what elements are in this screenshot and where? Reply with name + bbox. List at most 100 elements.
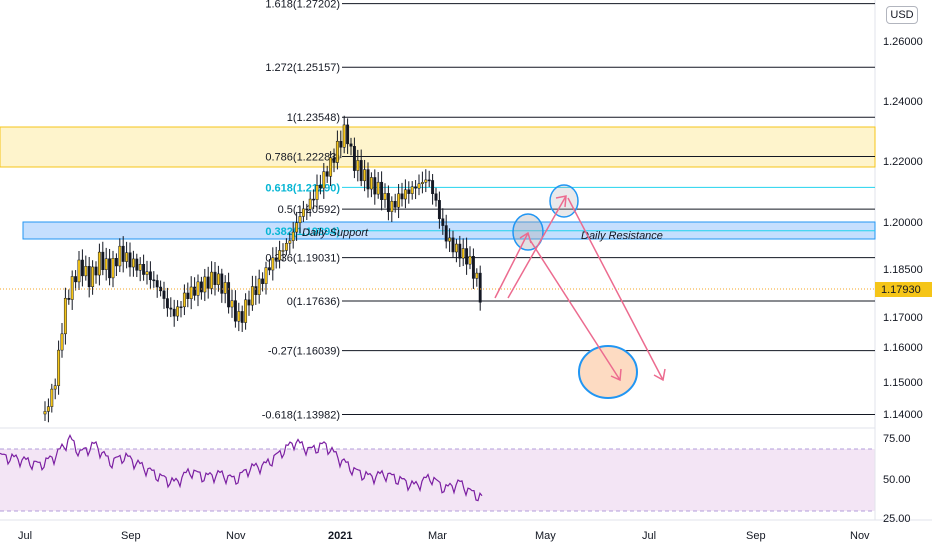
candle-body — [431, 180, 435, 194]
candle-body — [250, 286, 254, 306]
candle-body — [363, 169, 367, 182]
fib-level-label: 1(1.23548) — [287, 112, 340, 124]
candle-body — [169, 307, 173, 310]
candle-body — [380, 181, 384, 200]
candle-body — [444, 225, 448, 242]
rsi-tick: 25.00 — [883, 513, 911, 525]
candle-body — [244, 299, 248, 323]
candle-body — [179, 306, 183, 309]
candle-body — [356, 160, 360, 171]
candle-body — [322, 171, 326, 189]
candle-body — [278, 250, 282, 261]
rsi-line — [0, 433, 483, 502]
candle-body — [220, 273, 224, 294]
candle-body — [342, 124, 346, 148]
time-tick-year: 2021 — [328, 530, 352, 542]
time-tick: Jul — [642, 530, 656, 542]
fib-level-label: 0.5(1.20592) — [278, 204, 340, 216]
arrow-down-1 — [529, 239, 621, 381]
candle-body — [318, 185, 322, 189]
candle-body — [329, 157, 333, 177]
arrow-down-2 — [567, 197, 664, 381]
time-tick: May — [535, 530, 556, 542]
candle-body — [458, 243, 462, 259]
candle-body — [298, 216, 302, 224]
candle-body — [189, 286, 193, 299]
target-circle-3[interactable] — [578, 345, 638, 399]
candle-body — [213, 271, 217, 285]
candle-body — [230, 300, 234, 308]
currency-badge[interactable]: USD — [886, 6, 918, 24]
price-tick: 1.17000 — [883, 312, 923, 324]
candle-body — [267, 267, 271, 271]
candle-body — [162, 290, 166, 299]
candle-body — [118, 245, 122, 267]
candle-body — [227, 282, 231, 308]
price-tick: 1.20000 — [883, 217, 923, 229]
candle-body — [131, 258, 135, 268]
candle-body — [145, 271, 149, 275]
candle-body — [417, 183, 421, 189]
projection-drawings[interactable] — [494, 184, 666, 399]
candle-body — [448, 237, 452, 242]
candle-body — [46, 406, 50, 412]
price-tick: 1.14000 — [883, 409, 923, 421]
candle-body — [403, 189, 407, 200]
candle-body — [216, 273, 220, 285]
price-tick: 1.15000 — [883, 377, 923, 389]
candle-body — [264, 267, 268, 284]
candle-body — [346, 124, 350, 145]
candles — [43, 115, 482, 423]
candle-body — [478, 272, 482, 303]
candle-body — [199, 281, 203, 293]
current-price-value: 1.17930 — [881, 284, 921, 296]
candle-body — [332, 157, 336, 163]
candle-body — [274, 257, 278, 261]
candle-body — [407, 189, 411, 194]
candle-body — [414, 186, 418, 189]
candle-body — [74, 276, 78, 283]
candle-body — [454, 243, 458, 253]
target-circle-1[interactable] — [512, 213, 544, 251]
candle-body — [125, 252, 129, 262]
yellow-resistance-zone[interactable] — [0, 126, 876, 168]
time-tick: Mar — [428, 530, 447, 542]
candle-body — [233, 300, 237, 322]
candle-body — [128, 252, 132, 268]
candle-body — [63, 297, 67, 335]
candle-body — [410, 186, 414, 194]
fib-level-label: -0.27(1.16039) — [268, 346, 340, 358]
candle-body — [397, 193, 401, 208]
candle-body — [376, 181, 380, 195]
candle-body — [461, 248, 465, 259]
fib-level-label: 0.618(1.21290) — [265, 182, 340, 194]
candle-body — [114, 258, 118, 267]
time-tick: Jul — [18, 530, 32, 542]
candle-body — [291, 231, 295, 241]
candle-body — [312, 198, 316, 201]
candle-body — [193, 286, 197, 296]
candle-body — [254, 286, 258, 295]
daily-support-label: Daily Support — [302, 227, 369, 239]
candle-body — [57, 349, 61, 386]
price-tick: 1.24000 — [883, 96, 923, 108]
candle-body — [257, 278, 261, 295]
rsi-tick: 75.00 — [883, 433, 911, 445]
candle-body — [281, 250, 285, 252]
candle-body — [182, 292, 186, 308]
candle-body — [50, 388, 54, 407]
candle-body — [390, 200, 394, 212]
time-tick: Sep — [746, 530, 766, 542]
candle-body — [424, 179, 428, 183]
candle-body — [301, 208, 305, 217]
candle-body — [386, 193, 390, 212]
fib-level-label: -0.618(1.13982) — [262, 410, 340, 422]
arrowhead-3 — [610, 368, 622, 382]
candle-body — [77, 259, 81, 283]
candle-body — [70, 276, 74, 300]
price-axis: 1.26000 1.24000 1.22000 1.20000 1.18500 … — [875, 36, 932, 525]
price-pane — [0, 0, 875, 428]
candle-body — [349, 143, 353, 147]
